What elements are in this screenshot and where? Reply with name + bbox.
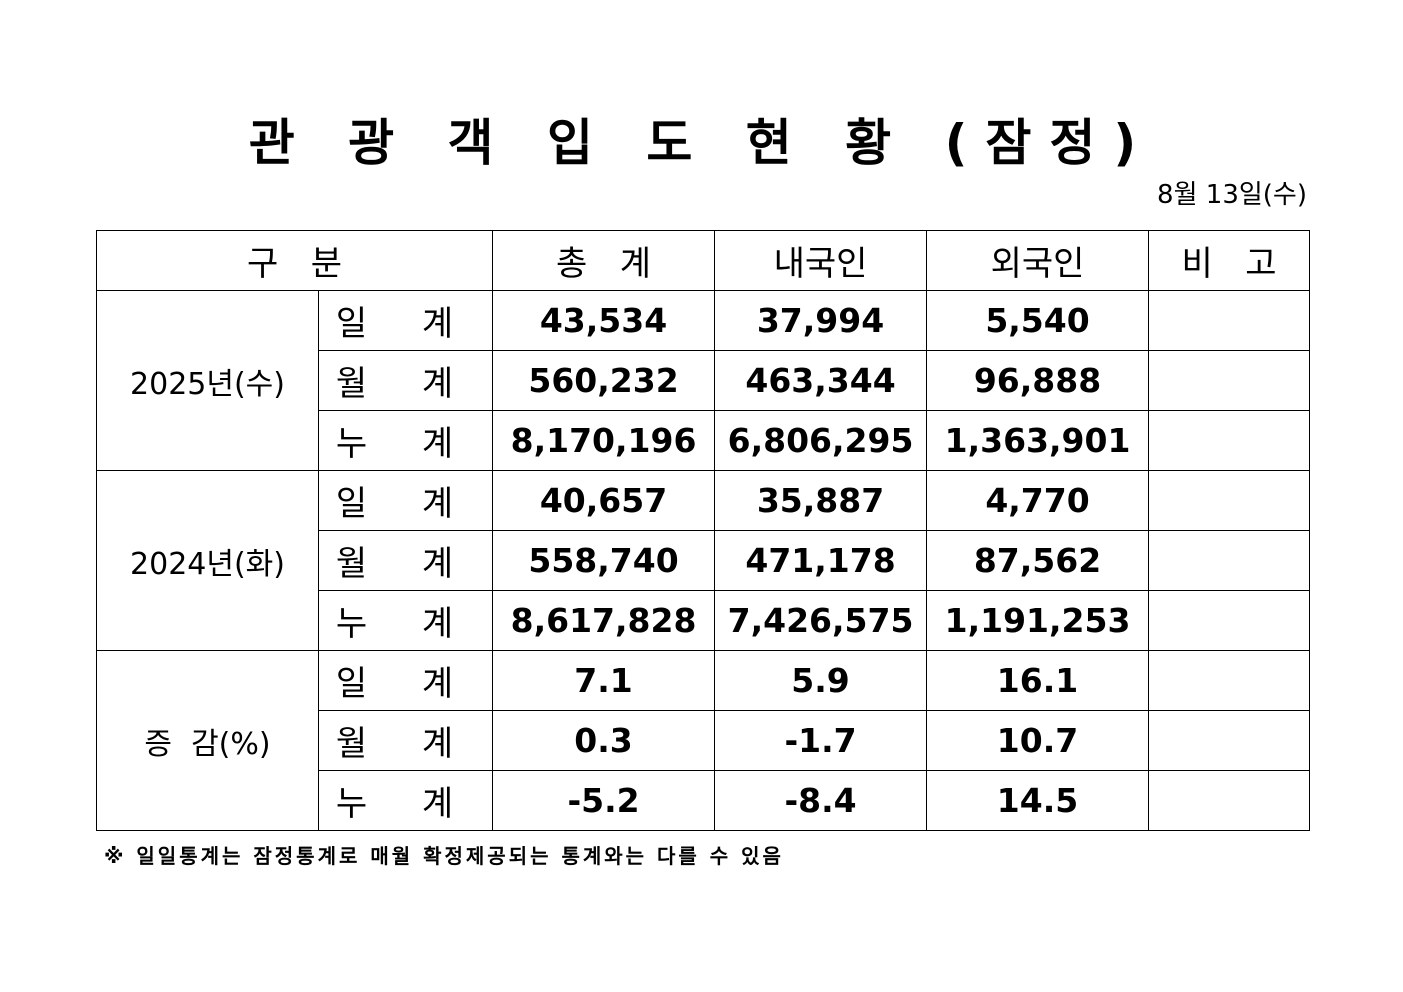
header-foreign: 외국인 [926,230,1150,291]
table-row: 월 계 558,740 471,178 87,562 [97,530,1311,591]
header-category: 구 분 [95,230,494,291]
header-domestic: 내국인 [714,230,928,291]
table-row: 누 계 8,170,196 6,806,295 1,363,901 [97,410,1311,471]
group-label-2025: 2025년(수) [96,290,319,471]
cell-domestic: 6,806,295 [714,410,928,471]
header-total: 총 계 [492,230,716,291]
row-sub-label: 누 계 [317,590,494,651]
cell-foreign: 16.1 [926,650,1150,711]
cell-remarks [1148,650,1311,711]
row-sub-label: 일 계 [317,470,494,531]
row-sub-label: 일 계 [317,290,494,351]
cell-foreign: 5,540 [926,290,1150,351]
cell-domestic: -8.4 [714,770,928,831]
cell-remarks [1148,410,1311,471]
table-row: 누 계 -5.2 -8.4 14.5 [97,770,1311,831]
row-sub-label: 월 계 [317,530,494,591]
cell-remarks [1148,470,1311,531]
table-row: 2025년(수) 일 계 43,534 37,994 5,540 [96,290,1311,471]
table-row: 2024년(화) 일 계 40,657 35,887 4,770 [96,470,1311,651]
cell-domestic: -1.7 [714,710,928,771]
cell-total: 7.1 [492,650,716,711]
cell-total: 8,617,828 [492,590,716,651]
cell-total: -5.2 [492,770,716,831]
cell-foreign: 87,562 [926,530,1150,591]
row-sub-label: 누 계 [317,770,494,831]
row-sub-label: 누 계 [317,410,494,471]
cell-foreign: 14.5 [926,770,1150,831]
cell-total: 40,657 [492,470,716,531]
cell-foreign: 1,363,901 [926,410,1150,471]
cell-total: 0.3 [492,710,716,771]
cell-foreign: 96,888 [926,350,1150,411]
cell-remarks [1148,350,1311,411]
cell-total: 560,232 [492,350,716,411]
cell-remarks [1148,710,1311,771]
cell-foreign: 1,191,253 [926,590,1150,651]
table-row: 누 계 8,617,828 7,426,575 1,191,253 [97,590,1311,651]
tourist-stats-table: 구 분 총 계 내국인 외국인 비 고 2025년(수) 일 계 43,534 … [95,230,1311,831]
page-title: 관 광 객 입 도 현 황 (잠정) [248,114,1155,172]
cell-remarks [1148,770,1311,831]
table-row: 증 감(%) 일 계 7.1 5.9 16.1 [96,650,1311,831]
header-remarks: 비 고 [1148,230,1311,291]
cell-foreign: 10.7 [926,710,1150,771]
cell-domestic: 37,994 [714,290,928,351]
table-header-row: 구 분 총 계 내국인 외국인 비 고 [95,230,1311,291]
row-sub-label: 월 계 [317,710,494,771]
cell-domestic: 5.9 [714,650,928,711]
cell-total: 558,740 [492,530,716,591]
report-date: 8월 13일(수) [1157,180,1307,210]
cell-remarks [1148,290,1311,351]
cell-remarks [1148,590,1311,651]
cell-total: 43,534 [492,290,716,351]
cell-foreign: 4,770 [926,470,1150,531]
cell-domestic: 35,887 [714,470,928,531]
cell-domestic: 463,344 [714,350,928,411]
footnote: ※ 일일통계는 잠정통계로 매월 확정제공되는 통계와는 다를 수 있음 [104,844,784,868]
table-row: 월 계 0.3 -1.7 10.7 [97,710,1311,771]
row-sub-label: 월 계 [317,350,494,411]
group-label-2024: 2024년(화) [96,470,319,651]
cell-domestic: 7,426,575 [714,590,928,651]
row-sub-label: 일 계 [317,650,494,711]
cell-domestic: 471,178 [714,530,928,591]
group-label-change: 증 감(%) [96,650,319,831]
cell-total: 8,170,196 [492,410,716,471]
cell-remarks [1148,530,1311,591]
